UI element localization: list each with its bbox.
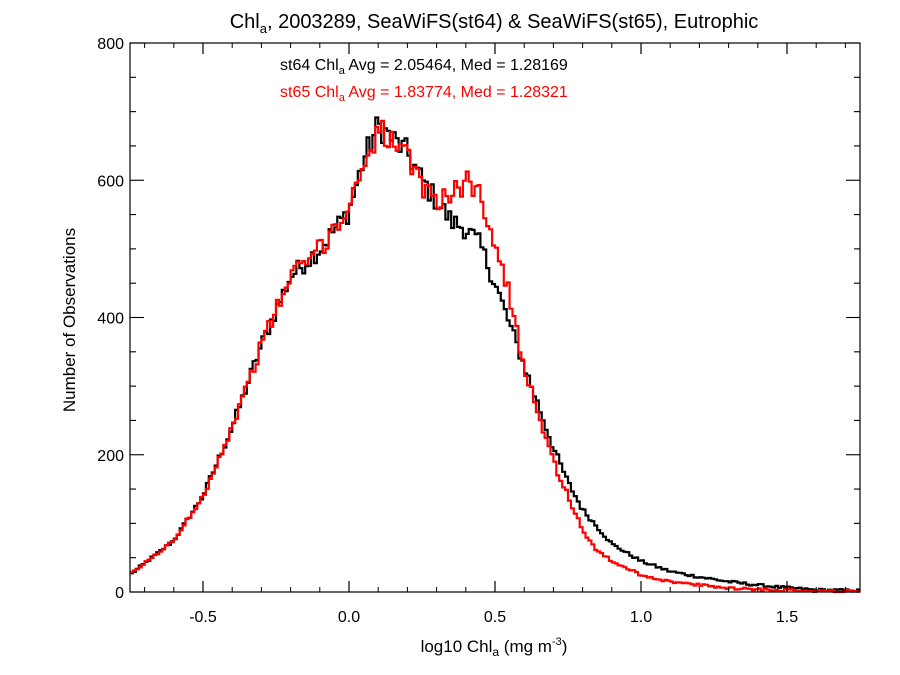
series-line-st64 <box>130 116 860 593</box>
y-tick-label: 800 <box>97 36 124 53</box>
series-line-st65 <box>130 119 860 594</box>
x-tick-label: 0.5 <box>484 609 506 626</box>
x-tick-label: 0.0 <box>338 609 360 626</box>
y-tick-label: 200 <box>97 448 124 465</box>
series-layer <box>130 116 860 594</box>
y-axis-label: Number of Observations <box>60 228 79 412</box>
x-axis-label: log10 Chla (mg m-3) <box>421 636 568 659</box>
plot-frame <box>129 42 861 593</box>
legend-annotation-st64: st64 Chla Avg = 2.05464, Med = 1.28169 <box>280 57 568 77</box>
x-tick-label: 1.0 <box>630 609 652 626</box>
x-tick-label: 1.5 <box>776 609 798 626</box>
legend-annotation-st65: st65 Chla Avg = 1.83774, Med = 1.28321 <box>280 84 568 104</box>
y-tick-label: 0 <box>115 585 124 602</box>
y-tick-label: 600 <box>97 173 124 190</box>
x-tick-label: -0.5 <box>189 609 217 626</box>
axis-layer: -0.5 0.0 0.5 1.0 1.5 0 200 400 600 800 <box>97 36 861 626</box>
y-tick-label: 400 <box>97 311 124 328</box>
chart-title: Chla, 2003289, SeaWiFS(st64) & SeaWiFS(s… <box>230 11 759 36</box>
